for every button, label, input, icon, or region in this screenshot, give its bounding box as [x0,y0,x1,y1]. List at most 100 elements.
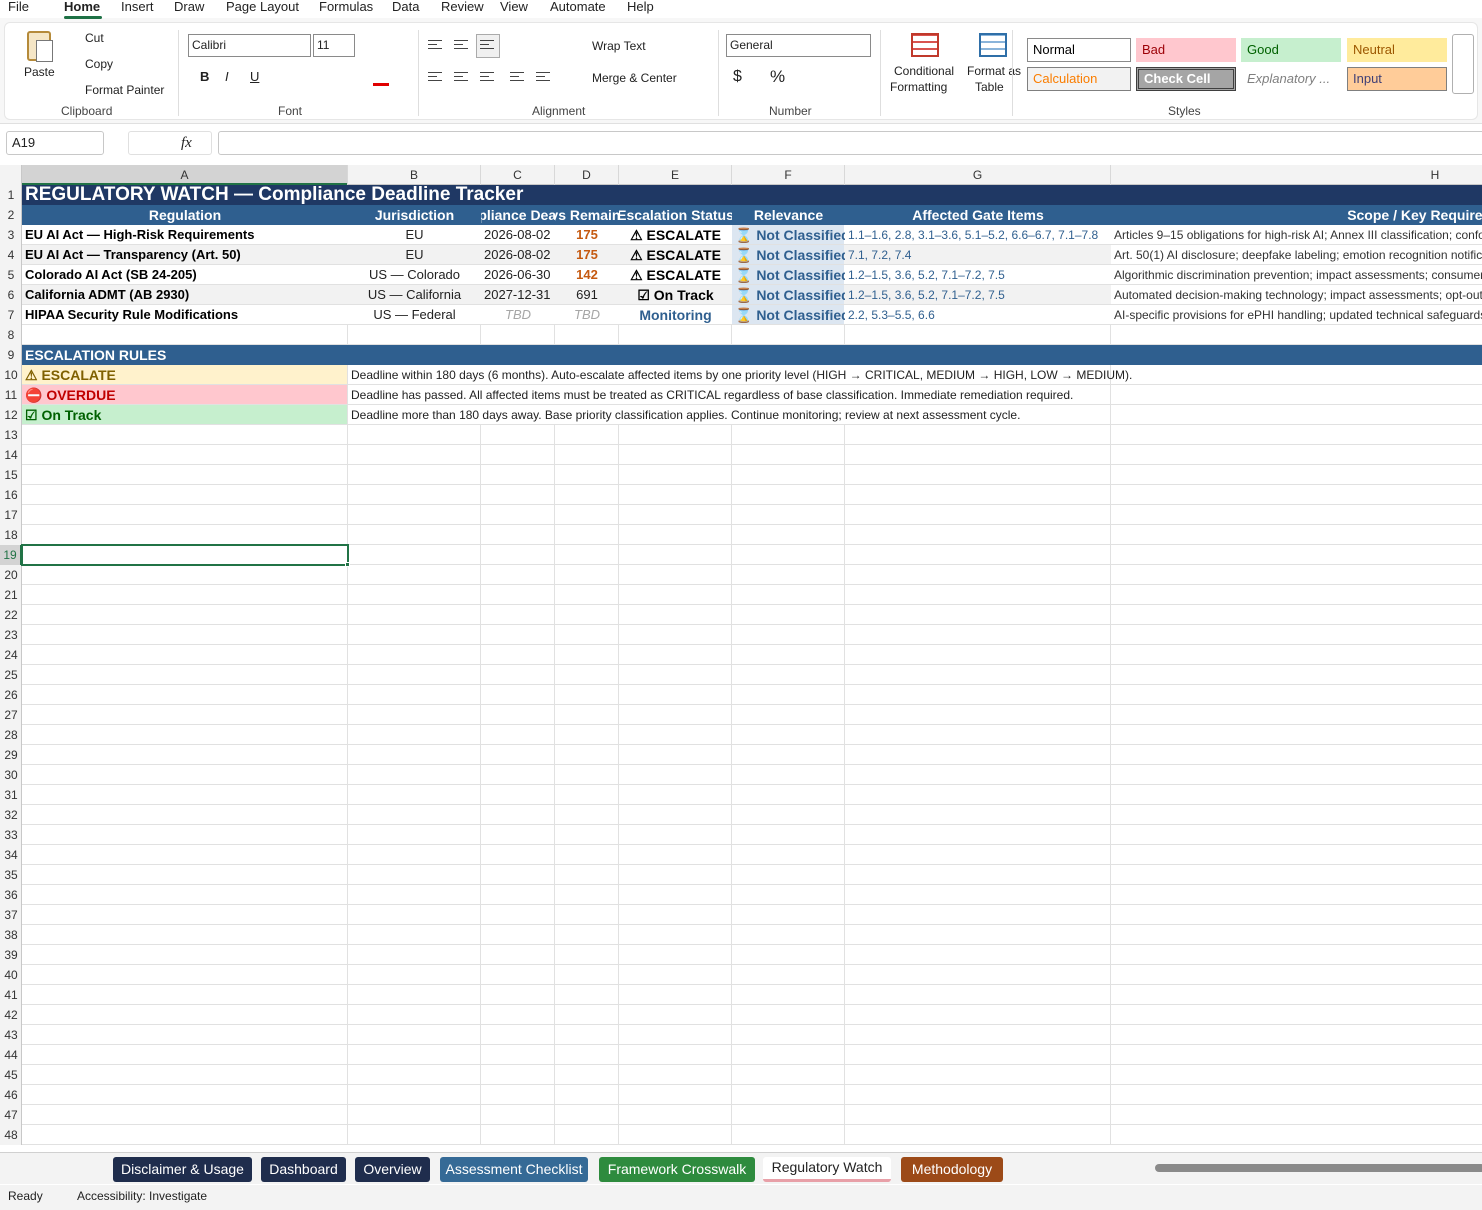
fat-label: Table [975,80,1004,94]
column-header: C [481,165,555,185]
menu-item: Insert [121,0,154,14]
rules-title: ESCALATION RULES [25,347,167,363]
ribbon-separator [418,30,419,116]
column-header-selected [22,165,348,185]
regulation: EU AI Act — High-Risk Requirements [25,227,255,242]
grid-line-horizontal [22,904,1482,905]
sheet-tab[interactable]: Methodology [901,1157,1003,1182]
relevance-fill [732,245,844,264]
formula-controls [128,131,212,155]
selected-cell [21,544,349,566]
row-header: 35 [4,868,18,882]
row-header: 29 [4,748,18,762]
column-header: F [732,165,845,185]
scope: AI-specific provisions for ePHI handling… [1114,308,1482,322]
row-header: 47 [4,1108,18,1122]
grid-line-vertical [844,185,845,1145]
row-header: 15 [4,468,18,482]
regulation: EU AI Act — Transparency (Art. 50) [25,247,241,262]
name-box [6,131,104,155]
align-icon [480,80,494,81]
cell-style: Normal [1027,38,1131,62]
regulation: HIPAA Security Rule Modifications [25,307,239,322]
row-header: 9 [7,348,15,362]
sheet-tab[interactable]: Assessment Checklist [440,1157,588,1182]
grid-line-horizontal [22,484,1482,485]
row-header-bg [0,165,22,1145]
sheet-tab[interactable]: Disclaimer & Usage [113,1157,252,1182]
grid-line-horizontal [22,384,1482,385]
cf-label: Conditional [894,64,955,78]
deadline: 2026-06-30 [484,267,551,282]
grid-line-vertical [480,185,481,1145]
days-remaining: 175 [576,227,598,242]
font-color-bar [373,83,389,86]
sheet-tab[interactable]: Dashboard [261,1157,346,1182]
grid-line-horizontal [22,724,1482,725]
align-icon [536,80,550,81]
align-icon [480,72,494,73]
affected-items: 7.1, 7.2, 7.4 [848,248,912,262]
grid-line-vertical [1110,185,1111,1145]
row-header: 6 [7,288,15,302]
grid-line-horizontal [22,1004,1482,1005]
align-icon [454,72,468,73]
grid-line-horizontal [22,824,1482,825]
align-icon [428,44,437,45]
relevance: ⌛ Not Classified [735,307,845,323]
align-icon [454,40,468,41]
row-header: 17 [4,508,18,522]
grid-line-horizontal [22,844,1482,845]
row-header: 41 [4,988,18,1002]
grid-line-horizontal [22,404,1482,405]
relevance: ⌛ Not Classified [735,287,845,303]
grid-line-horizontal [22,264,1482,265]
grid-line-horizontal [22,544,1482,545]
grid-line-horizontal [22,884,1482,885]
merge-center-label: Merge & Center [592,71,677,85]
grid-line-horizontal [22,564,1482,565]
grid-line-horizontal [22,1124,1482,1125]
sheet-tab[interactable]: Overview [355,1157,430,1182]
formula-input [218,131,1482,155]
row-header: 19 [0,545,22,565]
row-header: 24 [4,648,18,662]
cut-label: Cut [85,31,104,45]
selection-handle [345,562,350,567]
font-name-box [188,34,311,57]
font-size: 11 [317,38,330,52]
format-painter-label: Format Painter [85,83,165,97]
grid-line-horizontal [22,284,1482,285]
sheet-title: REGULATORY WATCH — Compliance Deadline T… [25,184,524,205]
cell-style: Neutral [1347,38,1447,62]
number-format-box [726,34,871,57]
align-icon [480,44,489,45]
column-title: Jurisdiction [374,207,455,223]
align-icon [480,76,489,77]
relevance: ⌛ Not Classified [735,267,845,283]
grid-line-vertical [731,185,732,1145]
rule-description: Deadline more than 180 days away. Base p… [351,408,1021,422]
status-ready: Ready [8,1189,43,1203]
grid-line-horizontal [22,1144,1482,1145]
row-header: 40 [4,968,18,982]
row-header: 36 [4,888,18,902]
row-header: 23 [4,628,18,642]
grid-line-horizontal [22,1044,1482,1045]
number-button: % [770,67,786,86]
scope: Automated decision-making technology; im… [1114,288,1482,302]
align-icon [428,76,437,77]
ribbon-separator [1012,30,1013,116]
jurisdiction: EU [405,227,424,242]
sheet-tab[interactable]: Framework Crosswalk [599,1157,755,1182]
rule-status: ⚠ ESCALATE [25,367,116,383]
grid-line-horizontal [22,784,1482,785]
grid-line-horizontal [22,924,1482,925]
align-icon [510,76,519,77]
column-title: Days Remaining [555,207,619,223]
sheet-tab[interactable]: Regulatory Watch [763,1157,891,1182]
font-name: Calibri [192,38,227,52]
deadline: 2026-08-02 [484,227,551,242]
grid-line-horizontal [22,1104,1482,1105]
row-header: 7 [7,308,15,322]
